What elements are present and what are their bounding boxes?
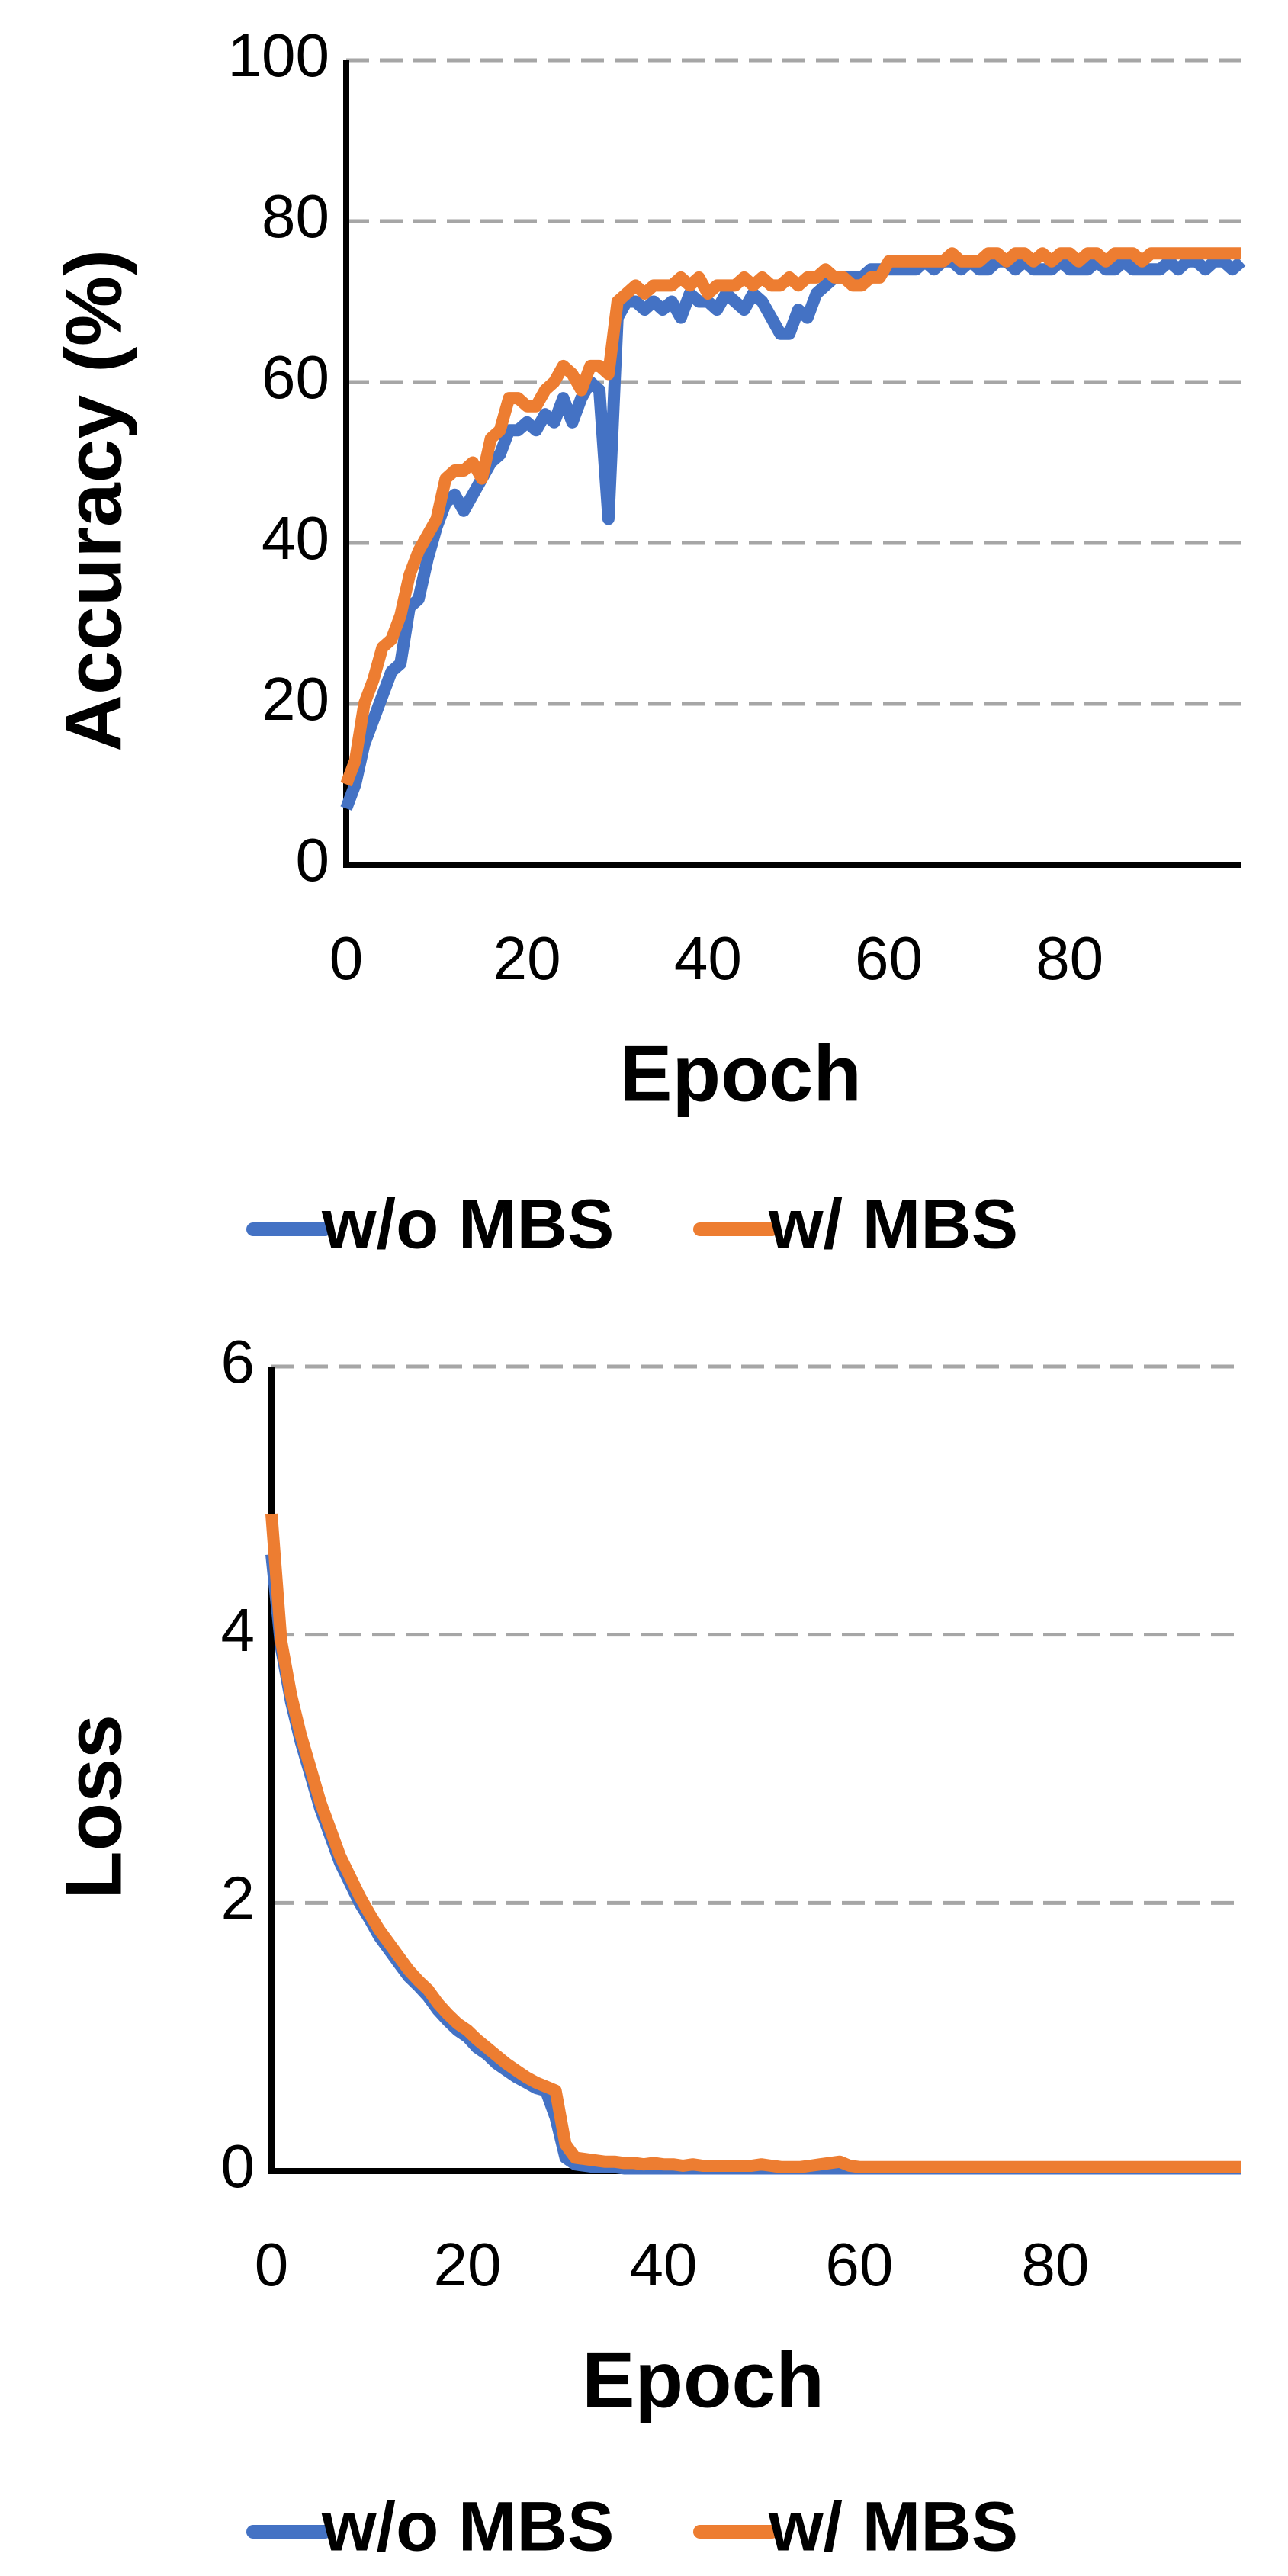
y-tick-label: 40 (262, 504, 329, 572)
legend-label: w/o MBS (321, 1185, 614, 1263)
x-tick-label: 80 (1036, 924, 1103, 992)
x-tick-label: 0 (255, 2231, 289, 2298)
y-axis-title: Loss (50, 1714, 138, 1900)
x-tick-label: 20 (493, 924, 561, 992)
data-line (340, 247, 1241, 787)
data-line (265, 1553, 1241, 2175)
x-tick-label: 20 (433, 2231, 501, 2298)
legend-label: w/o MBS (321, 2488, 614, 2565)
y-tick-label: 6 (221, 1328, 255, 1396)
y-tick-label: 0 (296, 826, 330, 894)
legend-label: w/ MBS (768, 1185, 1018, 1263)
x-tick-label: 80 (1021, 2231, 1089, 2298)
x-tick-label: 40 (629, 2231, 697, 2298)
legend-label: w/ MBS (768, 2488, 1018, 2565)
x-axis-title: Epoch (582, 2336, 824, 2424)
y-tick-label: 0 (221, 2132, 255, 2200)
x-tick-label: 60 (825, 2231, 893, 2298)
y-tick-label: 4 (221, 1596, 255, 1664)
x-tick-label: 60 (855, 924, 923, 992)
y-tick-label: 20 (262, 665, 329, 733)
y-axis-title: Accuracy (%) (50, 249, 138, 752)
data-line (265, 1513, 1241, 2173)
x-tick-label: 40 (674, 924, 742, 992)
y-tick-label: 2 (221, 1864, 255, 1932)
y-tick-label: 100 (228, 21, 329, 89)
y-tick-label: 80 (262, 182, 329, 250)
y-tick-label: 60 (262, 343, 329, 411)
data-line (340, 255, 1246, 811)
x-axis-title: Epoch (619, 1029, 862, 1118)
x-tick-label: 0 (329, 924, 364, 992)
